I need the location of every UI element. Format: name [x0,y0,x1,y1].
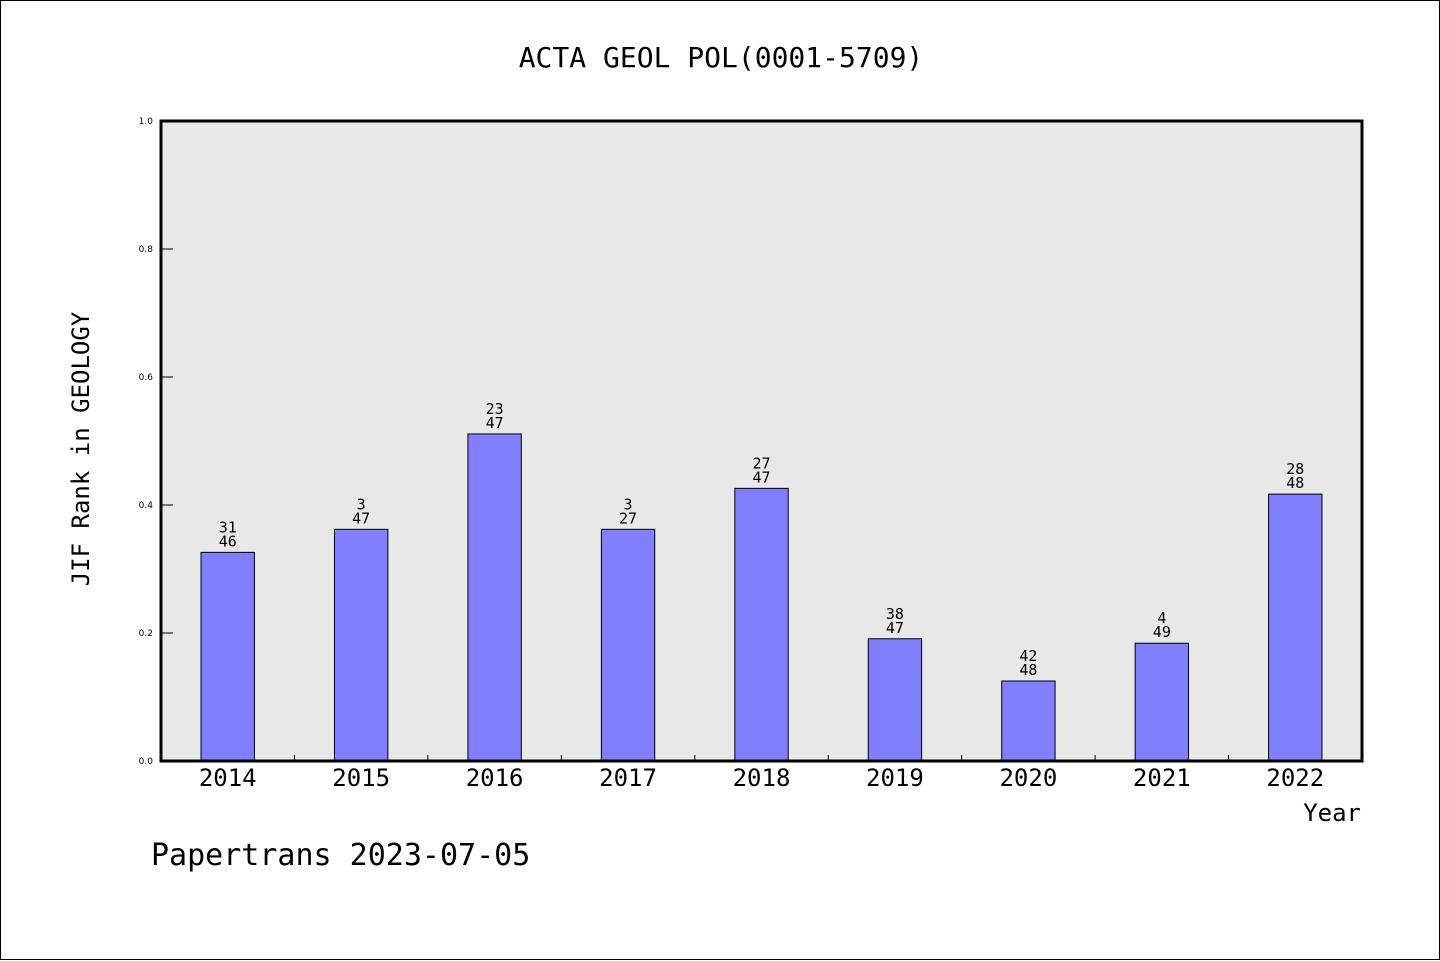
bar [1134,642,1190,762]
bar-rank-label: 38 [886,605,904,623]
y-axis-label: JIF Rank in GEOLOGY [67,311,95,586]
x-axis-label: Year [1303,799,1361,827]
y-tick-label: 0.0 [139,757,154,767]
bar-total-label: 48 [1286,474,1304,492]
y-tick-label: 1.0 [139,117,154,127]
chart-title: ACTA GEOL POL(0001-5709) [519,41,924,74]
bar-total-label: 27 [619,509,637,527]
bar [1001,680,1056,762]
bar-rank-label: 23 [486,400,504,418]
bar-total-label: 49 [1153,623,1171,641]
x-tick-label: 2018 [733,764,791,792]
bar-total-label: 47 [486,414,504,432]
bar-total-label: 47 [752,468,770,486]
bar-rank-label: 4 [1157,609,1166,627]
y-tick-label: 0.8 [139,245,154,255]
bar [200,551,255,762]
bar-total-label: 47 [352,509,370,527]
x-tick-label: 2016 [466,764,524,792]
bar-rank-label: 27 [752,454,770,472]
plot-border [159,119,1364,763]
bar [734,487,789,762]
bar [600,528,656,762]
y-tick-label: 0.4 [139,501,154,511]
bar [333,528,389,762]
bar-total-label: 47 [886,619,904,637]
y-tick-label: 0.2 [139,629,153,639]
bar-total-label: 46 [219,532,237,550]
bars [200,433,1323,762]
footer-text: Papertrans 2023-07-05 [151,838,530,873]
x-tick-label: 2022 [1266,764,1324,792]
bar-rank-label: 31 [219,518,237,536]
x-tick-label: 2021 [1133,764,1191,792]
bar-total-label: 48 [1019,661,1037,679]
x-tick-label: 2015 [332,764,390,792]
x-tick-label: 2020 [999,764,1057,792]
bar-rank-label: 28 [1286,460,1304,478]
x-tick-label: 2017 [599,764,657,792]
bar-rank-label: 42 [1019,647,1037,665]
x-tick-label: 2019 [866,764,924,792]
bar-rank-label: 3 [357,495,366,513]
bar [1268,493,1323,762]
bar-rank-label: 3 [624,495,633,513]
bar [867,638,923,762]
x-tick-label: 2014 [199,764,257,792]
x-axis-ticks: 2014 2015 2016 2017 2018 2019 2020 2021 2022 [199,755,1324,792]
y-tick-label: 0.6 [139,373,154,383]
bar [467,433,522,762]
